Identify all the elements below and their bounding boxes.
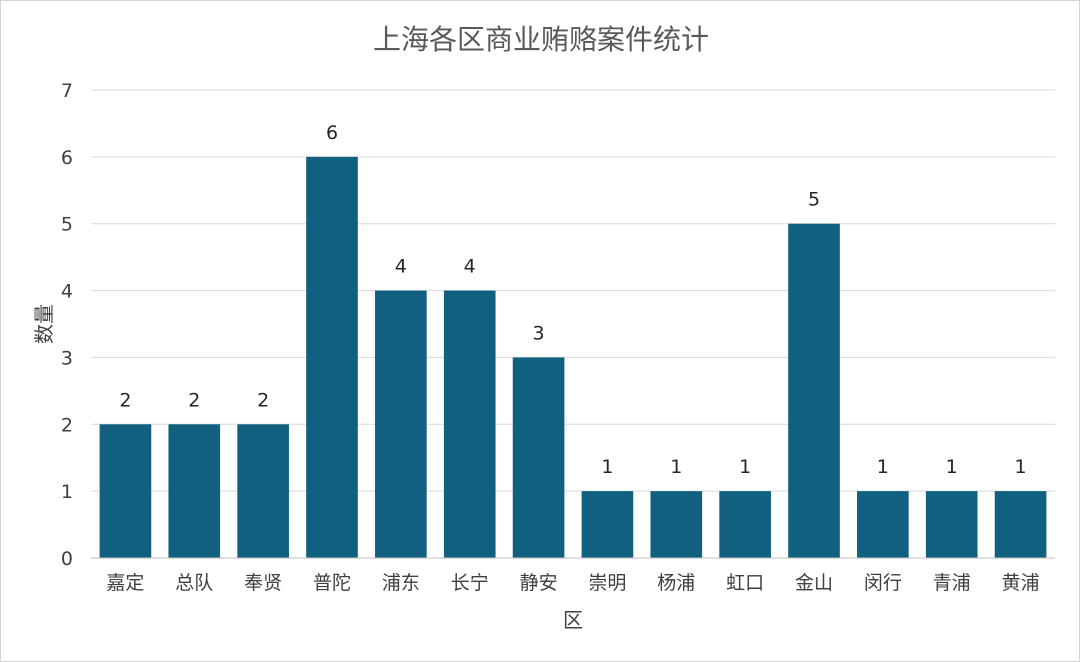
bar-奉贤	[237, 424, 289, 558]
x-tick-label: 杨浦	[657, 572, 695, 594]
data-label: 5	[808, 189, 820, 211]
data-label: 2	[188, 389, 200, 411]
data-label: 1	[877, 456, 889, 478]
x-tick-label: 虹口	[726, 572, 764, 594]
x-axis-title: 区	[563, 608, 583, 632]
data-label: 2	[257, 389, 269, 411]
x-tick-label: 普陀	[313, 572, 351, 594]
x-tick-label: 金山	[795, 572, 833, 594]
bars	[99, 156, 1047, 558]
x-tick-label: 闵行	[864, 572, 902, 594]
y-tick-label: 2	[61, 414, 73, 436]
chart-title: 上海各区商业贿赂案件统计	[373, 23, 709, 56]
y-tick-label: 4	[61, 281, 73, 303]
bar-杨浦	[650, 491, 703, 558]
bar-青浦	[925, 491, 978, 558]
x-tick-label: 嘉定	[106, 572, 144, 594]
bar-黄浦	[994, 491, 1047, 558]
data-label: 2	[119, 389, 131, 411]
data-label: 4	[395, 256, 407, 278]
bar-长宁	[443, 290, 496, 558]
x-tick-label: 总队	[175, 572, 213, 594]
y-tick-label: 1	[61, 481, 73, 503]
x-tick-label: 长宁	[451, 572, 489, 594]
y-axis-title: 数量	[32, 304, 56, 344]
data-label: 1	[739, 456, 751, 478]
y-tick-label: 5	[61, 214, 73, 236]
x-tick-label: 青浦	[933, 572, 971, 594]
bar-静安	[512, 357, 565, 558]
bar-金山	[788, 223, 840, 558]
data-label: 4	[464, 256, 476, 278]
x-tick-label: 崇明	[588, 572, 626, 594]
x-tick-label: 浦东	[382, 572, 420, 594]
bar-浦东	[375, 290, 427, 558]
data-labels: 2 2 2 6 4 4 3 1 1 1 5 1 1 1	[119, 122, 1026, 478]
x-tick-label: 黄浦	[1002, 572, 1040, 594]
y-tick-label: 7	[61, 80, 73, 102]
bar-总队	[168, 424, 221, 558]
y-tick-label: 6	[61, 147, 73, 169]
x-axis-ticks: 嘉定 总队 奉贤 普陀 浦东 长宁 静安 崇明 杨浦 虹口 金山 闵行 青浦 黄浦	[106, 572, 1039, 594]
data-label: 3	[533, 322, 545, 344]
y-tick-label: 0	[61, 548, 73, 570]
x-tick-label: 静安	[520, 572, 558, 594]
bar-普陀	[306, 156, 358, 558]
bar-虹口	[719, 491, 771, 558]
bar-闵行	[857, 491, 909, 558]
y-axis-ticks: 0 1 2 3 4 5 6 7	[61, 80, 73, 570]
x-tick-label: 奉贤	[244, 572, 282, 594]
data-label: 1	[1015, 456, 1027, 478]
data-label: 1	[946, 456, 958, 478]
data-label: 6	[326, 122, 338, 144]
y-tick-label: 3	[61, 347, 73, 369]
bar-崇明	[581, 491, 634, 558]
grid-lines	[91, 89, 1055, 492]
data-label: 1	[601, 456, 613, 478]
data-label: 1	[670, 456, 682, 478]
bar-嘉定	[99, 424, 152, 558]
